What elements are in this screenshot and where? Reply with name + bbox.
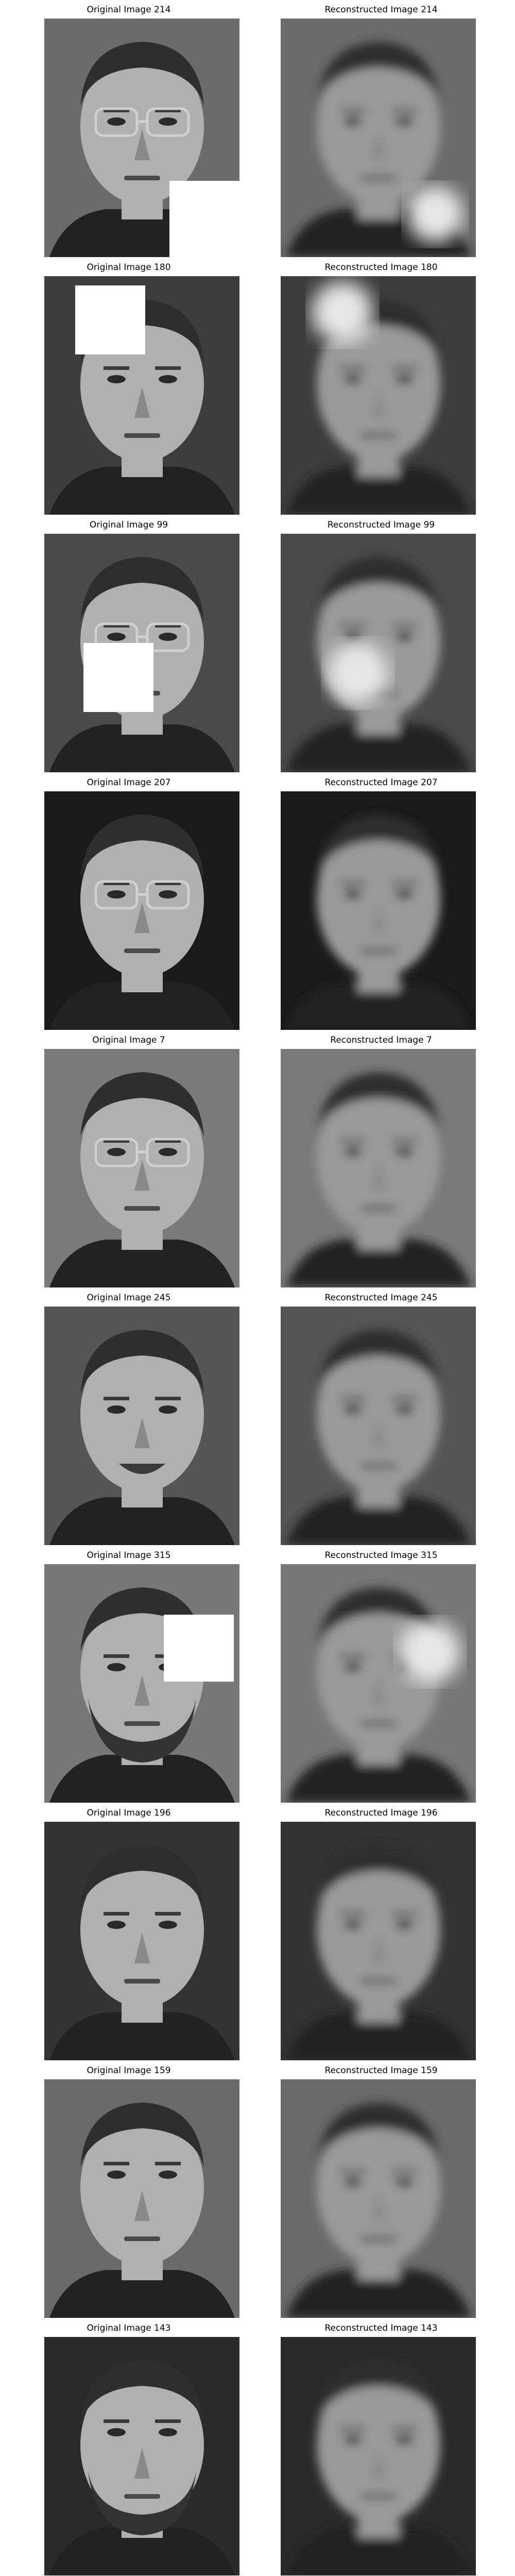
reconstructed-image-title: Reconstructed Image 99 — [327, 520, 435, 530]
reconstructed-face-image — [281, 1307, 476, 1545]
occlusion-artifact — [407, 186, 464, 243]
occlusion-patch — [164, 1615, 234, 1682]
reconstructed-image-title: Reconstructed Image 245 — [324, 1293, 438, 1303]
reconstructed-image-title: Reconstructed Image 207 — [324, 777, 438, 788]
original-face-image — [44, 2079, 239, 2318]
reconstructed-face-image — [281, 1049, 476, 1287]
original-image-title: Original Image 159 — [87, 2065, 171, 2076]
occlusion-artifact — [327, 642, 389, 704]
original-face-image — [44, 534, 239, 772]
original-face-image — [44, 1307, 239, 1545]
reconstructed-face-image — [281, 2337, 476, 2575]
reconstructed-image-title: Reconstructed Image 196 — [324, 1808, 438, 1818]
original-image-title: Original Image 99 — [89, 520, 168, 530]
reconstructed-face-image — [281, 2079, 476, 2318]
original-face-image — [44, 2337, 239, 2575]
occlusion-artifact — [399, 1621, 461, 1683]
occlusion-artifact — [312, 281, 373, 343]
occlusion-patch — [83, 643, 153, 712]
original-face-image — [44, 1822, 239, 2060]
occlusion-patch — [169, 181, 239, 257]
reconstructed-face-image — [281, 534, 476, 772]
reconstructed-face-image — [281, 1822, 476, 2060]
reconstructed-face-image — [281, 791, 476, 1030]
reconstructed-face-image — [281, 276, 476, 515]
original-image-title: Original Image 196 — [87, 1808, 171, 1818]
original-face-image — [44, 1564, 239, 1803]
original-face-image — [44, 19, 239, 257]
occlusion-patch — [75, 285, 145, 354]
original-image-title: Original Image 214 — [87, 5, 171, 15]
original-image-title: Original Image 180 — [87, 262, 171, 273]
reconstructed-image-title: Reconstructed Image 315 — [324, 1550, 438, 1561]
original-image-title: Original Image 315 — [87, 1550, 171, 1561]
original-face-image — [44, 276, 239, 515]
original-image-title: Original Image 245 — [87, 1293, 171, 1303]
reconstructed-image-title: Reconstructed Image 159 — [324, 2065, 438, 2076]
reconstructed-image-title: Reconstructed Image 7 — [330, 1035, 432, 1045]
reconstructed-image-title: Reconstructed Image 214 — [324, 5, 438, 15]
reconstructed-image-title: Reconstructed Image 180 — [324, 262, 438, 273]
reconstructed-face-image — [281, 1564, 476, 1803]
original-face-image — [44, 1049, 239, 1287]
original-image-title: Original Image 7 — [92, 1035, 165, 1045]
original-image-title: Original Image 207 — [87, 777, 171, 788]
reconstructed-image-title: Reconstructed Image 143 — [324, 2323, 438, 2333]
reconstructed-face-image — [281, 19, 476, 257]
original-face-image — [44, 791, 239, 1030]
original-image-title: Original Image 143 — [87, 2323, 171, 2333]
